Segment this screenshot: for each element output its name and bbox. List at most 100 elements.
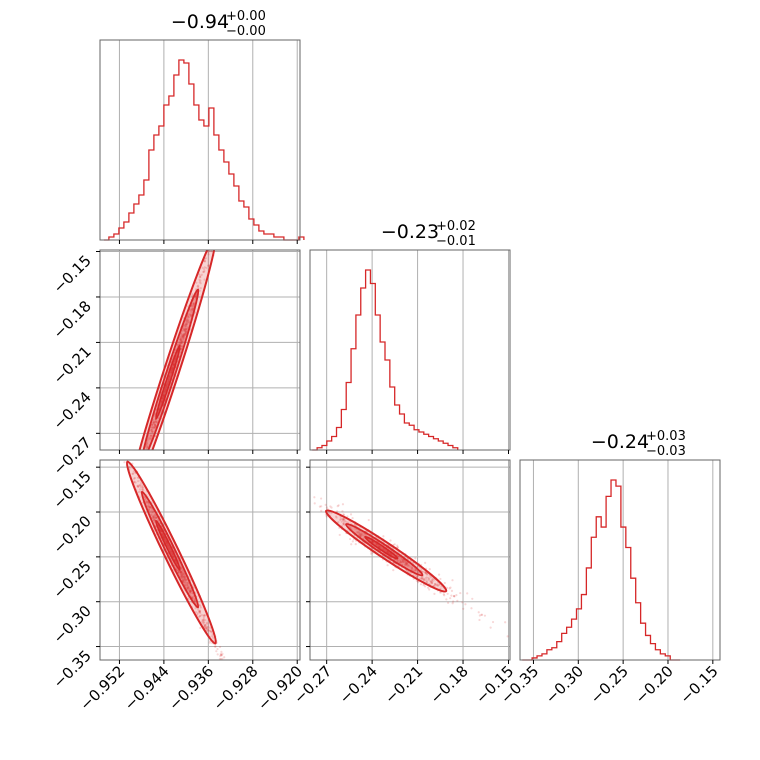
scatter-point	[179, 570, 182, 573]
scatter-point	[188, 588, 192, 591]
scatter-point	[359, 534, 362, 538]
scatter-point	[179, 340, 182, 343]
scatter-point	[420, 577, 423, 580]
scatter-point	[182, 327, 185, 331]
scatter-point	[437, 573, 441, 576]
scatter-point	[336, 510, 339, 513]
scatter-point	[177, 570, 180, 573]
scatter-point	[139, 464, 141, 466]
scatter-point	[184, 578, 187, 582]
scatter-point	[204, 257, 208, 260]
scatter-point	[210, 250, 213, 253]
scatter-point	[179, 570, 183, 573]
scatter-point	[355, 524, 358, 527]
scatter-point	[131, 488, 133, 490]
scatter-point	[438, 591, 442, 594]
scatter-point	[182, 339, 185, 343]
scatter-point	[370, 552, 373, 555]
y-tick-label: −0.25	[50, 557, 95, 602]
scatter-point	[359, 533, 363, 536]
scatter-point	[439, 577, 442, 581]
scatter-point	[395, 558, 398, 562]
scatter-point	[184, 579, 187, 582]
scatter-point	[187, 587, 190, 590]
scatter-point	[239, 155, 241, 157]
panel-frame	[519, 459, 721, 661]
scatter-point	[185, 581, 188, 584]
scatter-point	[131, 472, 134, 476]
scatter-point	[202, 619, 205, 622]
scatter-point	[193, 599, 196, 602]
scatter-point	[203, 260, 206, 263]
scatter-point	[152, 426, 155, 429]
scatter-point	[358, 531, 361, 535]
scatter-point	[184, 325, 188, 328]
scatter-point	[325, 506, 329, 509]
scatter-point	[433, 582, 437, 586]
y-tick-label: −0.35	[50, 647, 95, 692]
scatter-point	[182, 580, 185, 583]
scatter-point	[180, 342, 184, 345]
scatter-point	[459, 591, 462, 595]
scatter-point	[147, 508, 151, 511]
title-median: −0.94	[171, 11, 229, 33]
scatter-point	[200, 273, 203, 276]
scatter-point	[143, 455, 145, 457]
scatter-point	[425, 573, 429, 576]
scatter-point	[337, 520, 340, 524]
scatter-point	[155, 419, 158, 422]
scatter-point	[138, 462, 140, 464]
scatter-point	[414, 569, 417, 572]
scatter-point	[149, 506, 152, 509]
scatter-point	[182, 576, 186, 579]
scatter-point	[187, 320, 190, 323]
scatter-point	[415, 574, 418, 577]
scatter-point	[152, 517, 155, 520]
scatter-point	[425, 579, 428, 582]
scatter-point	[354, 543, 357, 546]
scatter-point	[180, 570, 183, 574]
scatter-point	[178, 340, 181, 344]
scatter-point	[183, 328, 186, 331]
scatter-point	[180, 570, 183, 574]
scatter-point	[181, 579, 184, 582]
scatter-point	[154, 420, 157, 424]
scatter-point	[203, 625, 206, 628]
scatter-point	[152, 421, 156, 424]
scatter-point	[148, 503, 151, 506]
scatter-point	[185, 327, 188, 330]
scatter-point	[334, 515, 338, 518]
scatter-point	[204, 627, 207, 630]
scatter-point	[181, 335, 185, 338]
scatter-point	[418, 577, 422, 580]
scatter-point	[189, 592, 192, 595]
scatter-point	[229, 183, 231, 185]
scatter-point	[399, 561, 403, 564]
scatter-point	[336, 505, 339, 508]
scatter-point	[225, 662, 227, 664]
scatter-point	[198, 281, 201, 284]
scatter-point	[367, 518, 370, 522]
scatter-point	[184, 583, 187, 586]
scatter-point	[400, 557, 404, 561]
scatter-point	[356, 531, 359, 534]
scatter-point	[230, 179, 232, 181]
scatter-point	[243, 693, 245, 695]
scatter-point	[183, 326, 187, 329]
scatter-point	[345, 520, 348, 524]
x-tick-label: −0.21	[381, 662, 426, 707]
scatter-point	[436, 584, 439, 587]
scatter-point	[151, 428, 154, 431]
scatter-point	[188, 590, 192, 593]
scatter-point	[181, 336, 184, 339]
scatter-point	[138, 484, 141, 487]
scatter-point	[153, 426, 157, 429]
scatter-point	[324, 503, 327, 507]
scatter-point	[449, 586, 452, 589]
scatter-point	[325, 515, 328, 518]
title-plus: +0.02	[436, 219, 476, 234]
scatter-point	[183, 334, 186, 337]
scatter-point	[410, 566, 413, 570]
scatter-point	[145, 500, 148, 503]
scatter-point	[182, 334, 185, 338]
